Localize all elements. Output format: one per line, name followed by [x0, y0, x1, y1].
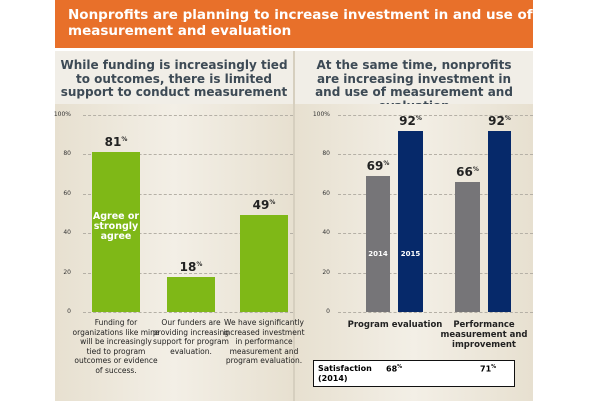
right-y-tick-label: 40	[322, 229, 330, 237]
right-gridline	[338, 193, 533, 195]
left-gridline	[83, 193, 293, 195]
right-bar-2014	[366, 176, 390, 312]
left-gridline	[83, 115, 293, 116]
left-bar-value-label: 18%	[179, 259, 203, 274]
satisfaction-value-performance: 71%	[480, 364, 497, 374]
left-y-tick-label: 0	[67, 308, 71, 315]
right-y-tick-label: 80	[322, 150, 330, 158]
right-bar-2014	[455, 181, 480, 312]
right-category-label: Performance measurement and improvement	[440, 320, 528, 350]
right-bar-2015	[488, 130, 511, 312]
right-bar-2015	[398, 130, 423, 312]
left-y-tick-label: 80	[63, 150, 71, 158]
right-bar-2014-value-label: 66%	[456, 164, 479, 179]
right-y-tick-label: 0	[326, 308, 330, 315]
left-gridline	[83, 312, 293, 313]
page-title: Nonprofits are planning to increase inve…	[55, 0, 533, 48]
left-category-label: Funding for organizations like mine will…	[72, 318, 160, 375]
right-bar-2014-value-label: 69%	[366, 159, 390, 174]
left-category-label: We have significantly increased investme…	[223, 318, 305, 365]
left-y-tick-label: 40	[63, 229, 71, 237]
left-gridline	[83, 272, 293, 274]
left-bar-value-label: 81%	[104, 135, 128, 150]
right-gridline	[338, 272, 533, 274]
right-y-tick-label: 20	[322, 268, 330, 276]
left-gridline	[83, 233, 293, 235]
left-y-tick-label: 20	[63, 268, 71, 276]
left-y-tick-label: 100%	[53, 111, 71, 118]
bar-annotation: Agree or strongly agree	[92, 211, 140, 242]
series-label-2014: 2014	[368, 250, 388, 258]
divider	[293, 51, 295, 401]
right-gridline	[338, 233, 533, 235]
right-gridline	[338, 154, 533, 156]
satisfaction-label: Satisfaction (2014)	[318, 364, 372, 383]
left-gridline	[83, 154, 293, 156]
left-bar-value-label: 49%	[252, 198, 276, 213]
left-category-label: Our funders are providing increasing sup…	[152, 318, 230, 356]
left-bar	[240, 215, 288, 312]
right-y-tick-label: 60	[322, 189, 330, 197]
left-bar	[92, 152, 140, 312]
satisfaction-value-program: 68%	[386, 364, 403, 374]
left-heading: While funding is increasingly tied to ou…	[55, 51, 293, 104]
right-gridline	[338, 312, 533, 313]
right-category-label: Program evaluation	[347, 320, 443, 330]
series-label-2015: 2015	[400, 250, 421, 258]
left-bar	[167, 276, 215, 312]
right-bar-2015-value-label: 92%	[488, 113, 511, 128]
right-y-tick-label: 100%	[312, 111, 330, 118]
left-y-tick-label: 60	[63, 189, 71, 197]
right-bar-2015-value-label: 92%	[399, 113, 422, 128]
right-gridline	[338, 115, 533, 116]
satisfaction-box: Satisfaction (2014) 68% 71%	[313, 360, 515, 387]
right-heading: At the same time, nonprofits are increas…	[295, 51, 533, 112]
